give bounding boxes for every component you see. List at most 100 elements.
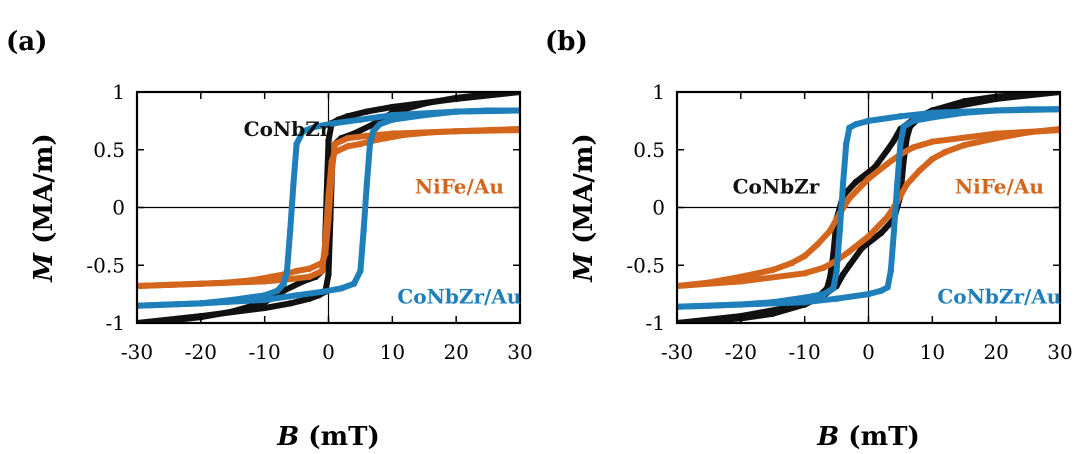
data-point: [331, 119, 339, 127]
x-tick-label: -10: [249, 340, 281, 364]
data-point: [884, 283, 891, 291]
x-tick-label: 0: [862, 340, 875, 364]
data-point: [820, 264, 828, 271]
data-point: [484, 92, 492, 98]
data-point: [290, 181, 297, 188]
y-tick-label: 0.5: [93, 138, 125, 162]
data-point: [325, 137, 332, 144]
data-point: [992, 135, 1000, 142]
data-point: [287, 275, 294, 283]
data-point: [261, 304, 268, 312]
data-point: [897, 113, 904, 120]
data-point: [382, 135, 390, 142]
data-point: [909, 144, 917, 151]
data-point: [293, 292, 300, 299]
y-tick-label: 1: [112, 80, 125, 104]
x-tick-label: 20: [983, 340, 1008, 364]
data-point: [897, 140, 904, 148]
data-point: [421, 111, 428, 119]
x-tick-label: -30: [121, 340, 153, 364]
data-point: [961, 109, 968, 116]
y-tick-label: -1: [646, 311, 665, 335]
series-branch-ascending: [137, 107, 520, 309]
data-point: [941, 148, 949, 156]
data-point: [884, 213, 891, 220]
data-point: [325, 271, 332, 278]
plot-area: [677, 92, 1060, 323]
data-point: [820, 290, 828, 298]
series-label: CoNbZr/Au: [397, 284, 521, 308]
series-label: NiFe/Au: [955, 175, 1044, 199]
series-label: NiFe/Au: [415, 175, 504, 199]
data-point: [369, 128, 377, 135]
x-tick-label: -20: [725, 340, 757, 364]
panel-label: (a): [6, 27, 47, 57]
data-point: [929, 114, 936, 121]
data-point: [769, 266, 776, 274]
data-point: [280, 280, 288, 287]
data-point: [737, 301, 745, 308]
data-point: [357, 140, 364, 148]
data-point: [366, 140, 374, 148]
data-point: [283, 267, 291, 275]
data-point: [827, 227, 834, 234]
y-axis-title: M (MA/m): [569, 133, 599, 282]
data-point: [836, 227, 843, 234]
x-axis-title: B (mT): [816, 422, 920, 452]
series-label: CoNbZr/Au: [937, 284, 1061, 308]
y-tick-label: 1: [652, 80, 665, 104]
data-point: [801, 270, 808, 277]
data-point: [318, 267, 326, 275]
data-point: [894, 181, 901, 188]
data-point: [484, 107, 492, 114]
data-point: [401, 131, 409, 138]
data-point: [389, 103, 396, 111]
data-point: [890, 137, 898, 144]
data-point: [852, 178, 859, 186]
data-point: [961, 98, 968, 105]
data-point: [197, 280, 205, 287]
y-tick-label: 0: [652, 196, 665, 220]
data-point: [287, 227, 294, 234]
x-tick-label: 20: [443, 340, 468, 364]
data-point: [363, 181, 370, 188]
data-point: [929, 138, 936, 145]
data-point: [197, 300, 205, 307]
x-tick-label: -30: [661, 340, 693, 364]
data-point: [865, 233, 872, 240]
data-point: [865, 117, 872, 125]
data-point: [293, 267, 300, 275]
data-point: [884, 146, 891, 153]
y-axis-title: M (MA/m): [29, 133, 59, 282]
x-axis-title: B (mT): [276, 422, 380, 452]
data-point: [929, 155, 936, 163]
data-point: [865, 290, 872, 298]
data-point: [363, 108, 370, 115]
data-point: [427, 129, 434, 136]
x-tick-label: -20: [185, 340, 217, 364]
x-tick-label: 30: [1047, 340, 1072, 364]
data-point: [1024, 129, 1032, 136]
data-point: [801, 252, 808, 260]
data-point: [903, 135, 910, 142]
data-point: [322, 238, 329, 246]
data-point: [814, 241, 821, 248]
data-point: [299, 128, 307, 135]
series-branch-ascending: [677, 106, 1060, 310]
data-point: [338, 285, 345, 292]
data-point: [890, 227, 898, 234]
data-point: [878, 229, 885, 237]
data-point: [846, 195, 853, 202]
data-point: [884, 160, 891, 167]
data-point: [900, 123, 907, 130]
data-point: [916, 167, 923, 174]
panel-label: (b): [545, 27, 588, 57]
data-point: [306, 265, 313, 272]
data-point: [363, 132, 370, 140]
data-point: [903, 181, 910, 188]
x-tick-label: 0: [322, 340, 335, 364]
data-point: [357, 267, 364, 275]
data-point: [287, 300, 294, 307]
data-point: [839, 271, 847, 278]
